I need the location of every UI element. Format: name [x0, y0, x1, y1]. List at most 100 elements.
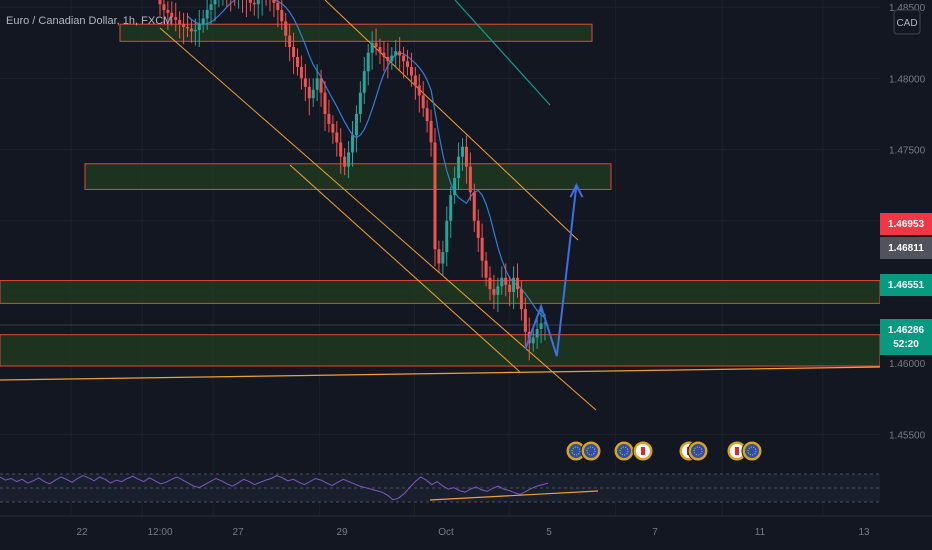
candle-body[interactable] — [480, 237, 484, 261]
candle-body[interactable] — [531, 337, 535, 344]
candle-body[interactable] — [182, 24, 186, 28]
candle-body[interactable] — [288, 35, 292, 47]
candle-body[interactable] — [209, 4, 213, 10]
canada-flag-icon[interactable] — [632, 440, 654, 462]
economic-events[interactable] — [565, 440, 763, 462]
candle-body[interactable] — [512, 277, 516, 292]
candle-body[interactable] — [468, 166, 472, 193]
candle-body[interactable] — [453, 178, 457, 196]
rsi-pane[interactable] — [0, 473, 880, 503]
candle-body[interactable] — [307, 86, 311, 99]
candle-body[interactable] — [327, 113, 331, 124]
candle-body[interactable] — [292, 47, 296, 57]
candle-body[interactable] — [158, 0, 162, 5]
candle-body[interactable] — [484, 260, 488, 278]
candle-body[interactable] — [299, 66, 303, 79]
candle-body[interactable] — [539, 323, 543, 329]
candle-body[interactable] — [178, 19, 182, 25]
candle-body[interactable] — [402, 55, 406, 62]
candle-body[interactable] — [280, 9, 284, 22]
candle-body[interactable] — [429, 121, 433, 143]
candle-body[interactable] — [256, 0, 260, 5]
candle-body[interactable] — [331, 123, 335, 133]
candle-body[interactable] — [488, 277, 492, 290]
candle-body[interactable] — [476, 220, 480, 238]
candle-body[interactable] — [343, 156, 347, 167]
candle-body[interactable] — [323, 92, 327, 114]
candle-body[interactable] — [186, 27, 189, 29]
candle-body[interactable] — [535, 329, 539, 338]
candle-body[interactable] — [347, 152, 351, 167]
candle-body[interactable] — [378, 47, 382, 53]
candle-body[interactable] — [394, 51, 398, 56]
candle-body[interactable] — [421, 95, 425, 109]
eu-flag-icon[interactable] — [687, 440, 709, 462]
candle-body[interactable] — [303, 78, 307, 87]
candles[interactable] — [158, 0, 547, 361]
candle-body[interactable] — [166, 9, 170, 13]
candle-body[interactable] — [449, 195, 453, 221]
candle-body[interactable] — [276, 2, 280, 10]
candle-body[interactable] — [425, 108, 429, 122]
candle-body[interactable] — [354, 113, 358, 136]
candle-body[interactable] — [409, 66, 413, 76]
candle-body[interactable] — [516, 277, 519, 290]
candle-body[interactable] — [398, 51, 402, 56]
candle-body[interactable] — [406, 61, 409, 67]
candle-body[interactable] — [382, 52, 386, 57]
candle-body[interactable] — [174, 17, 178, 20]
date-axis[interactable]: 22 12:00 27 29 Oct 5 7 11 13 — [0, 515, 932, 550]
candle-body[interactable] — [248, 0, 252, 3]
eu-flag-icon[interactable] — [741, 440, 763, 462]
candle-body[interactable] — [413, 75, 417, 86]
candle-body[interactable] — [437, 249, 441, 264]
candle-body[interactable] — [543, 322, 547, 324]
candle-body[interactable] — [213, 0, 217, 5]
candle-body[interactable] — [252, 2, 256, 5]
candle-body[interactable] — [162, 4, 166, 10]
candle-body[interactable] — [170, 12, 174, 18]
candle-body[interactable] — [519, 289, 523, 310]
candle-body[interactable] — [366, 52, 370, 72]
eu-flag-icon[interactable] — [613, 440, 635, 462]
candle-body[interactable] — [358, 92, 362, 114]
candle-body[interactable] — [189, 28, 193, 32]
rsi-line[interactable] — [0, 474, 549, 501]
candle-body[interactable] — [374, 42, 378, 47]
candle-body[interactable] — [461, 146, 464, 157]
candle-body[interactable] — [197, 24, 201, 30]
candle-body[interactable] — [370, 42, 374, 53]
candle-body[interactable] — [441, 252, 445, 264]
candle-body[interactable] — [362, 71, 366, 93]
candle-body[interactable] — [472, 192, 476, 221]
candle-body[interactable] — [284, 21, 288, 36]
candle-body[interactable] — [390, 55, 394, 62]
eu-flag-icon[interactable] — [580, 440, 602, 462]
candle-body[interactable] — [492, 289, 496, 295]
eu-flag-icon[interactable] — [565, 440, 587, 462]
candle-body[interactable] — [351, 135, 354, 153]
candle-body[interactable] — [205, 9, 209, 19]
candle-body[interactable] — [496, 286, 500, 295]
candle-body[interactable] — [433, 142, 437, 250]
candle-body[interactable] — [339, 142, 343, 157]
candle-body[interactable] — [296, 56, 299, 67]
candle-body[interactable] — [457, 156, 461, 179]
candle-body[interactable] — [335, 132, 339, 143]
candle-body[interactable] — [464, 146, 468, 167]
candle-body[interactable] — [272, 0, 276, 3]
candle-body[interactable] — [500, 277, 504, 287]
candle-body[interactable] — [523, 309, 527, 332]
candle-body[interactable] — [504, 277, 508, 285]
candle-body[interactable] — [386, 56, 390, 62]
candle-body[interactable] — [315, 78, 319, 90]
candle-body[interactable] — [311, 89, 315, 99]
candle-body[interactable] — [445, 220, 449, 253]
currency-button[interactable]: CAD — [893, 9, 921, 35]
candle-body[interactable] — [193, 29, 197, 32]
candle-body[interactable] — [319, 78, 323, 93]
candle-body[interactable] — [417, 85, 421, 96]
price-axis[interactable]: 1.485001.480001.475001.470001.465001.460… — [880, 0, 932, 516]
candle-body[interactable] — [508, 284, 512, 292]
